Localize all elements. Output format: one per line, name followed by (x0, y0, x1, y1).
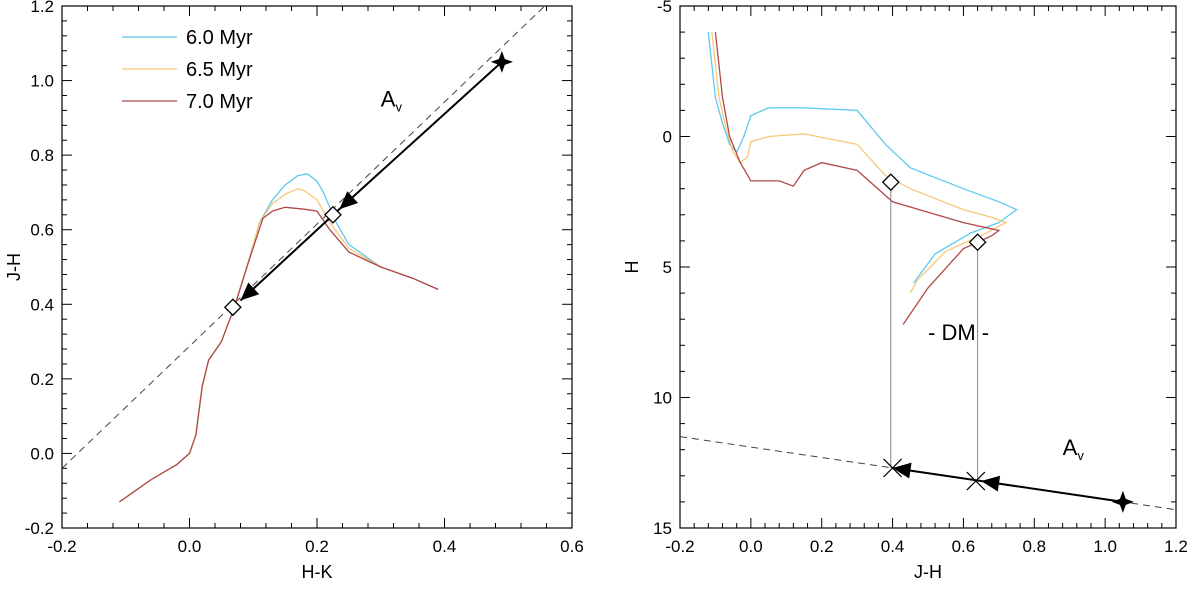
y-tick-label: 0 (663, 128, 672, 147)
plot-frame (61, 5, 573, 529)
x-tick-label: 0.6 (560, 537, 584, 556)
y-tick-label: 0.2 (30, 370, 54, 389)
reddening-vector-head (339, 191, 359, 210)
x-tick-label: 0.8 (1022, 537, 1046, 556)
reddening-vector-shaft (980, 480, 1124, 503)
diamond-marker (324, 205, 342, 224)
y-tick-label: 10 (653, 389, 672, 408)
x-tick-label: -0.2 (665, 537, 694, 556)
plot-area (680, 32, 1176, 513)
x-tick-label: 0.6 (952, 537, 976, 556)
y-tick-label: 0.6 (30, 221, 54, 240)
x-axis-title: J-H (914, 562, 942, 582)
y-tick-label: 0.4 (30, 295, 54, 314)
x-tick-label: 1.2 (1164, 537, 1188, 556)
y-axis-title: J-H (4, 253, 24, 281)
y-tick-label: 1.2 (30, 0, 54, 16)
legend: 6.0 Myr 6.5 Myr 7.0 Myr (122, 27, 253, 113)
x-tick-label: 1.0 (1093, 537, 1117, 556)
x-tick-label: 0.4 (881, 537, 905, 556)
annotation: Av (1063, 435, 1085, 463)
panel-right: -0.2 0.0 0.2 0.4 0.6 0.8 1.0 1.2 -5 0 5 10 15 J-H H - D… (622, 0, 1188, 582)
y-tick-label: 5 (663, 258, 672, 277)
annotation: Av (381, 87, 403, 115)
isochrone-70 (714, 32, 1001, 325)
reddening-vector-head (892, 462, 912, 479)
isochrone-65 (711, 32, 1008, 294)
star-marker (490, 50, 513, 73)
legend-label: 6.5 Myr (186, 59, 253, 81)
x-tick-label: 0.2 (305, 537, 329, 556)
annotation: - DM - (928, 320, 989, 345)
reddening-vector-head (981, 475, 1001, 492)
isochrone-65 (119, 188, 439, 503)
y-axis-title: H (622, 261, 642, 274)
plot-frame (679, 5, 1177, 529)
plot-area (62, 6, 546, 503)
y-tick-label: 0.0 (30, 444, 54, 463)
reddening-vector-head (240, 282, 260, 301)
x-tick-label: -0.2 (47, 537, 76, 556)
legend-label: 7.0 Myr (186, 91, 253, 113)
x-axis-title: H-K (302, 562, 333, 582)
star-marker (1111, 490, 1134, 513)
panel-left: -0.2 0.0 0.2 0.4 0.6 -0.2 0.0 0.2 0.4 0.6 0.8 1.0 1.… (4, 0, 584, 582)
isochrone-60 (119, 173, 439, 503)
diamond-marker (881, 173, 900, 192)
reddening-vector-shaft (338, 61, 503, 210)
x-tick-label: 0.4 (433, 537, 457, 556)
y-tick-label: 1.0 (30, 72, 54, 91)
y-tick-label: -5 (657, 0, 672, 16)
annotation-text: A (1063, 435, 1078, 460)
annotation-text: - DM - (928, 320, 989, 345)
x-tick-label: 0.2 (810, 537, 834, 556)
y-tick-label: 15 (653, 519, 672, 538)
isochrone-60 (707, 32, 1018, 284)
x-tick-label: 0.0 (739, 537, 763, 556)
reddening-vector-shaft (239, 208, 340, 302)
annotation-text: A (381, 87, 396, 112)
diamond-marker (223, 298, 242, 317)
x-tick-label: 0.0 (178, 537, 202, 556)
isochrone-70 (119, 206, 439, 503)
y-tick-label: -0.2 (25, 519, 54, 538)
diamond-marker (968, 233, 987, 252)
annotation-subscript: v (1077, 448, 1084, 463)
y-tick-label: 0.8 (30, 146, 54, 165)
reddening-dashed-line (62, 6, 546, 469)
annotation-subscript: v (395, 100, 402, 115)
legend-label: 6.0 Myr (186, 27, 253, 49)
cross-marker (966, 471, 986, 491)
cross-marker (883, 458, 902, 478)
